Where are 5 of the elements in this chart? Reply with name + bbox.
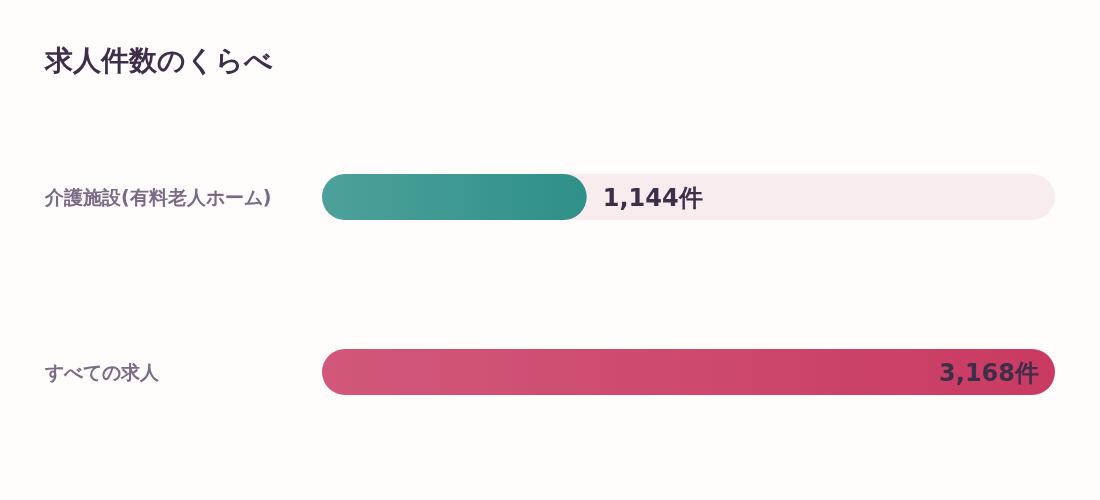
y-tick-label: すべての求人 xyxy=(44,361,160,383)
data-label: 1,144件 xyxy=(602,184,703,212)
data-label: 3,168件 xyxy=(939,359,1039,387)
chart-title: 求人件数のくらべ xyxy=(44,44,273,77)
y-tick-label: 介護施設(有料老人ホーム) xyxy=(44,186,272,208)
